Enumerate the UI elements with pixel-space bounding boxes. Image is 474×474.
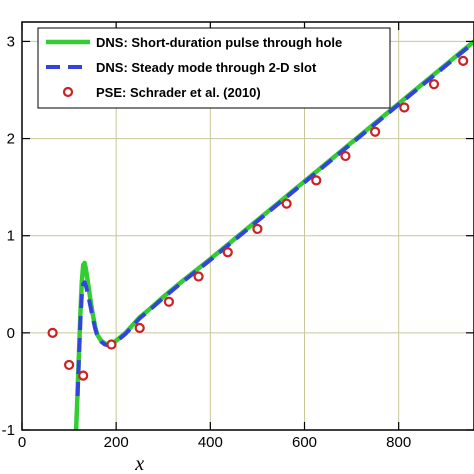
legend-label-2: DNS: Steady mode through 2-D slot [96,60,317,75]
series-3-point [47,327,58,338]
series-3-point [399,102,410,113]
series-3-point [252,223,263,235]
series-layer [47,39,474,430]
y-tick-label: 3 [7,33,15,50]
series-3-point [281,198,292,209]
series-3-point [458,55,469,66]
series-clip-group [47,39,474,430]
y-tick-label: -1 [2,422,15,439]
series-3-point [222,247,233,258]
plot-frame [21,21,474,431]
legend: DNS: Short-duration pulse through hole DN… [37,27,391,109]
series-3-point [370,126,381,137]
series-3-point [106,339,117,350]
x-tick-label: 0 [18,434,26,451]
legend-marker-3 [62,86,74,98]
y-tick-label: 1 [7,228,15,245]
x-tick-label: 400 [198,434,223,451]
x-tick-label: 200 [104,434,129,451]
series-3-point [193,271,204,282]
legend-label-1: DNS: Short-duration pulse through hole [96,35,342,50]
x-tick-label: 800 [386,434,411,451]
series-3-point [63,359,75,371]
legend-label-3: PSE: Schrader et al. (2010) [96,85,261,100]
x-tick-label: 600 [292,434,317,451]
series-3-point [340,150,351,162]
series-3-point [428,79,440,90]
series-3-point [163,296,174,307]
x-axis-title: x [134,453,144,474]
series-3-point [134,322,145,334]
legend-box [37,27,391,109]
y-tick-label: 2 [7,131,15,148]
series-3-point [78,370,89,381]
y-tick-label: 0 [7,325,15,342]
series-3-point [311,175,322,186]
